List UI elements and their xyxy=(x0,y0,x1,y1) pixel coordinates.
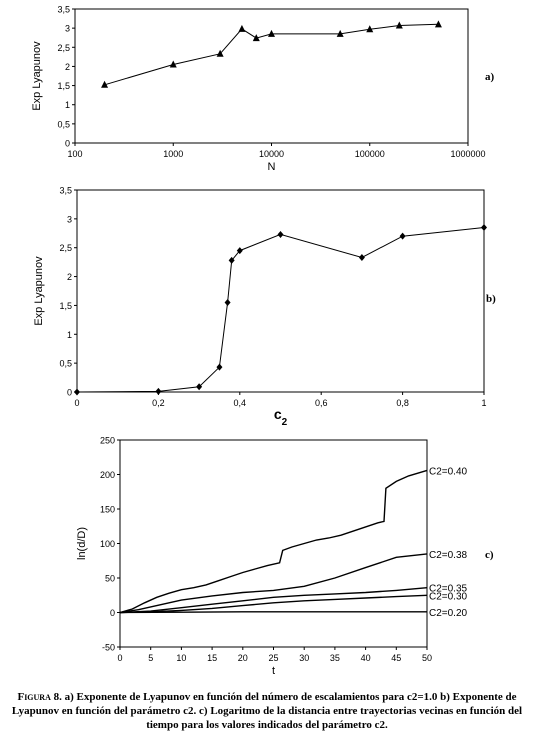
data-point xyxy=(216,49,224,57)
series-label: C2=0.40 xyxy=(429,466,468,477)
x-tick-label: 0,4 xyxy=(234,398,247,408)
data-point xyxy=(101,80,109,88)
x-tick-label: 0 xyxy=(74,398,79,408)
series-line xyxy=(76,227,485,393)
series-label: C2=0.38 xyxy=(429,550,468,561)
series-label: C2=0.35 xyxy=(429,584,468,595)
y-tick-label: 1,5 xyxy=(57,81,70,91)
x-tick-label: 50 xyxy=(422,653,432,663)
data-point xyxy=(268,29,275,37)
x-tick-label: 35 xyxy=(330,653,340,663)
series-line xyxy=(104,23,439,86)
series-line xyxy=(119,594,428,614)
data-point xyxy=(169,60,177,68)
y-axis-label: ln(d/D) xyxy=(76,527,88,560)
panel-label: c) xyxy=(485,549,494,561)
x-tick-label: 25 xyxy=(268,653,278,663)
y-tick-label: 1,5 xyxy=(59,301,72,311)
plot-frame xyxy=(119,439,428,648)
x-axis-label: N xyxy=(268,161,276,173)
panel-label: b) xyxy=(486,293,496,305)
y-tick-label: 3 xyxy=(67,214,72,224)
y-tick-label: 1 xyxy=(65,100,70,110)
series-line xyxy=(119,587,428,614)
data-point xyxy=(216,363,223,371)
y-tick-label: 150 xyxy=(100,505,115,515)
data-point xyxy=(224,299,231,307)
y-tick-label: 0,5 xyxy=(59,359,72,369)
x-axis-label: t xyxy=(272,665,275,677)
y-tick-label: -50 xyxy=(102,643,115,653)
data-point xyxy=(366,25,374,33)
y-tick-label: 2,5 xyxy=(59,243,72,253)
y-tick-label: 2 xyxy=(65,62,70,72)
x-tick-label: 0,2 xyxy=(152,398,165,408)
y-tick-label: 2 xyxy=(67,272,72,282)
y-tick-label: 50 xyxy=(105,574,115,584)
x-tick-label: 15 xyxy=(207,653,217,663)
x-tick-label: 0,8 xyxy=(396,398,409,408)
y-tick-label: 100 xyxy=(100,539,115,549)
caption-text: a) Exponente de Lyapunov en función del … xyxy=(11,691,523,731)
data-point xyxy=(277,230,284,238)
series-label: C2=0.30 xyxy=(429,591,468,602)
data-point xyxy=(238,24,246,32)
x-tick-label: 20 xyxy=(238,653,248,663)
series-line xyxy=(119,553,428,614)
panel-label: a) xyxy=(485,71,495,83)
x-tick-label: 0 xyxy=(117,653,122,663)
y-tick-label: 0,5 xyxy=(57,119,70,129)
y-tick-label: 0 xyxy=(67,388,72,398)
data-point xyxy=(155,387,162,395)
x-tick-label: 1 xyxy=(481,398,486,408)
data-point xyxy=(336,29,344,37)
data-point xyxy=(481,224,487,232)
plot-frame xyxy=(76,189,485,393)
y-tick-label: 200 xyxy=(100,470,115,480)
y-tick-label: 0 xyxy=(110,608,115,618)
x-tick-label: 1000 xyxy=(163,149,183,159)
x-tick-label: 5 xyxy=(148,653,153,663)
x-axis-label: c2 xyxy=(274,406,288,428)
x-tick-label: 1000000 xyxy=(450,149,485,159)
x-tick-label: 45 xyxy=(391,653,401,663)
series-label: C2=0.20 xyxy=(429,608,468,619)
chart-a: 0 0,5 1 1,5 2 2,5 3 3,5 100 1000 10000 100000 100000… xyxy=(31,5,495,174)
y-tick-label: 3,5 xyxy=(57,5,70,15)
x-tick-label: 100 xyxy=(67,149,82,159)
y-tick-label: 3,5 xyxy=(59,186,72,196)
x-tick-label: 10000 xyxy=(259,149,284,159)
y-tick-label: 1 xyxy=(67,330,72,340)
data-point xyxy=(196,383,203,391)
series-line xyxy=(119,611,427,614)
data-point xyxy=(395,21,403,29)
figure-label: Figura 8. xyxy=(17,691,62,703)
y-tick-label: 0 xyxy=(65,139,70,149)
x-tick-label: 30 xyxy=(299,653,309,663)
y-tick-label: 3 xyxy=(65,24,70,34)
chart-b: 0 0,5 1 1,5 2 2,5 3 3,5 0 0,2 0,4 0,6 0,8 1 Exp Lyapun… xyxy=(33,186,496,428)
y-axis-label: Exp Lyapunov xyxy=(31,41,43,111)
data-point xyxy=(236,247,243,255)
y-axis-label: Exp Lyapunov xyxy=(33,256,45,326)
series-line xyxy=(119,469,428,614)
data-point xyxy=(252,34,260,42)
data-point xyxy=(358,254,365,262)
data-point xyxy=(434,20,442,28)
y-tick-label: 2,5 xyxy=(57,43,70,53)
x-tick-label: 10 xyxy=(176,653,186,663)
x-axis-label-subscript: 2 xyxy=(282,417,288,428)
data-point xyxy=(399,232,406,240)
figure-caption: Figura 8. a) Exponente de Lyapunov en fu… xyxy=(6,690,528,732)
x-tick-label: 40 xyxy=(361,653,371,663)
data-point xyxy=(74,388,80,396)
y-tick-label: 250 xyxy=(100,436,115,446)
x-tick-label: 100000 xyxy=(355,149,385,159)
data-point xyxy=(228,256,235,264)
x-tick-label: 0,6 xyxy=(315,398,328,408)
